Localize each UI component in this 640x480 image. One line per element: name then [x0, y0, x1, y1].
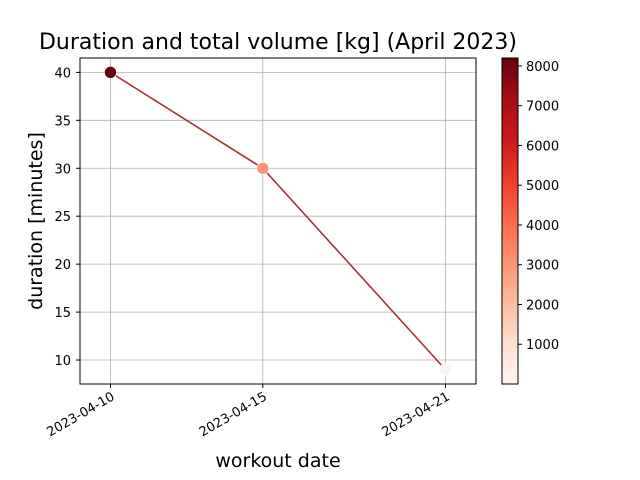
colorbar-tick-label: 1000: [526, 338, 559, 353]
colorbar-tick-label: 7000: [526, 100, 559, 115]
colorbar-tick-label: 2000: [526, 298, 559, 313]
y-tick-label: 30: [54, 162, 71, 177]
data-point: [256, 161, 270, 175]
colorbar-tick-label: 4000: [526, 219, 559, 234]
chart-title: Duration and total volume [kg] (April 20…: [39, 30, 517, 55]
y-tick-label: 10: [54, 354, 71, 369]
colorbar-tick-label: 3000: [526, 259, 559, 274]
x-tick-label: 2023-04-21: [380, 389, 453, 440]
y-tick-label: 20: [54, 258, 71, 273]
series-line: [110, 71, 447, 371]
data-point: [439, 363, 452, 376]
colorbar-tick-label: 5000: [526, 179, 559, 194]
y-tick-label: 40: [54, 66, 71, 81]
x-tick-label: 2023-04-10: [45, 389, 118, 440]
colorbar-tick-label: 6000: [526, 139, 559, 154]
data-point: [104, 66, 117, 79]
axes-frame: [79, 57, 477, 385]
x-tick-label: 2023-04-15: [197, 389, 270, 440]
colorbar-tick-label: 8000: [526, 60, 559, 75]
plot-area: 10 15 20 25 30 35 40 2023-04-10 2023-04-15 2023-0…: [45, 57, 477, 440]
colorbar: 1000 2000 3000 4000 5000 6000 7000 8000: [501, 57, 559, 385]
y-tick-label: 25: [54, 210, 71, 225]
colorbar-gradient: [501, 57, 519, 385]
y-tick-label: 35: [54, 114, 71, 129]
y-tick-label: 15: [54, 306, 71, 321]
y-axis-label: duration [minutes]: [25, 132, 47, 310]
x-axis-label: workout date: [215, 450, 340, 472]
